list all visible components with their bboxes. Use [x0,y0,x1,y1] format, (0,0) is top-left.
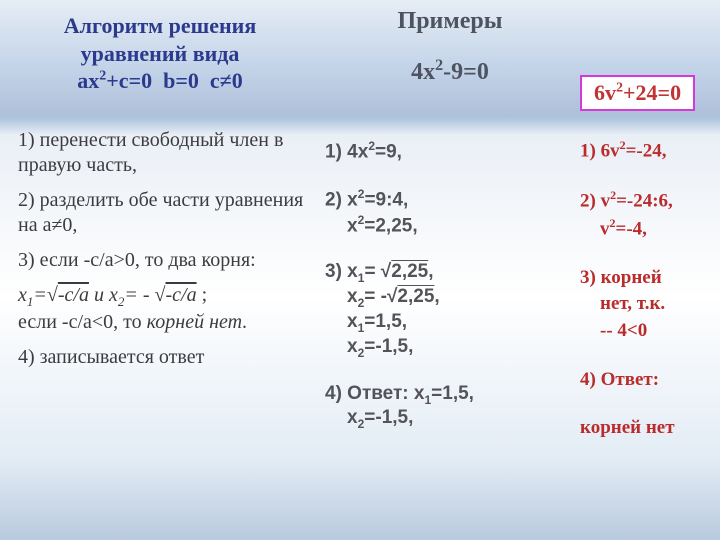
step4: 4) записывается ответ [18,345,313,370]
left-title-l2: уравнений вида [81,41,240,66]
step3-formula: х1=√-с/а и х2= - √-с/а ; если -c/a<0, то… [18,283,313,335]
examples-l1: Примеры [398,8,503,34]
f-arg1: -с/а [58,284,89,306]
ex2-step4b: корней нет [580,415,715,442]
ex1-step4: 4) Ответ: х1=1,5, х2=-1,5, [325,380,570,434]
example2-b: +24=0 [623,80,681,105]
f-arg2: -с/а [166,284,197,306]
ex1-step1: 1) 4х2=9, [325,137,570,167]
examples-l2b: -9=0 [443,59,489,85]
left-title-l1: Алгоритм решения [64,13,256,38]
examples-title: Примеры 4х2-9=0 [335,8,565,86]
example1-solution: 1) 4х2=9, 2) х2=9:4, х2=2,25, 3) х1= √2,… [325,137,570,433]
ex1-step3: 3) х1= √2,25, х2= -√2,25, х1=1,5, х2=-1,… [325,258,570,361]
ex2-step2: 2) v2=-24:6, v2=-4, [580,187,715,243]
f-and: и х [89,284,118,306]
f-eq2: = - √ [124,284,165,306]
ex2-step4a: 4) Ответ: [580,367,715,394]
left-title: Алгоритм решения уравнений вида ах2+с=0 … [10,12,310,95]
step3: 3) если -c/a>0, то два корня: [18,248,313,273]
left-title-l3b: +с=0 b=0 c≠0 [106,68,242,93]
example2-solution: 1) 6v2=-24, 2) v2=-24:6, v2=-4, 3) корне… [580,137,715,464]
f-x1: х [18,284,27,306]
f-noroots: корней нет [147,311,242,333]
f-eq1: =√ [33,284,57,306]
ex1-step2: 2) х2=9:4, х2=2,25, [325,185,570,241]
f-if: если -c/a<0, то [18,311,147,333]
ex2-step3: 3) корней нет, т.к. -- 4<0 [580,265,715,345]
left-title-l3a: ах [77,68,99,93]
step2: 2) разделить обе части уравнения на а≠0, [18,188,313,238]
ex2-step1: 1) 6v2=-24, [580,137,715,165]
algorithm-steps: 1) перенести свободный член в правую час… [18,128,313,380]
example2-a: 6v [594,80,616,105]
example2-box: 6v2+24=0 [580,75,695,111]
f-dot: . [242,311,247,333]
examples-l2a: 4х [411,59,435,85]
f-tail: ; [202,284,208,306]
step1: 1) перенести свободный член в правую час… [18,128,313,178]
